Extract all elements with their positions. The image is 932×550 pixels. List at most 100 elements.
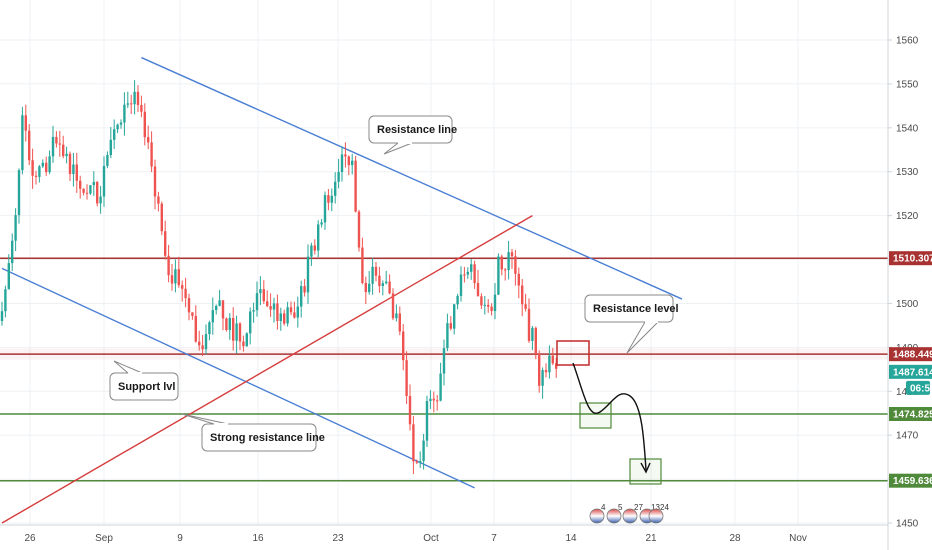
level-price-badge: 1459.636 <box>889 473 932 488</box>
callout[interactable]: Support lvl <box>109 360 179 401</box>
candle <box>334 172 337 204</box>
candle <box>487 299 490 313</box>
callout-label: Resistance line <box>377 124 457 136</box>
candle <box>357 209 361 252</box>
candle <box>143 103 146 146</box>
price-axis[interactable] <box>888 0 932 550</box>
candle <box>551 347 554 366</box>
y-tick-label: 1470 <box>896 431 919 442</box>
x-tick-label: Sep <box>95 533 113 544</box>
trendlines <box>1 56 683 524</box>
candle <box>459 266 463 302</box>
callout-label: Support lvl <box>118 381 175 393</box>
candle <box>130 94 133 114</box>
economic-event-flag-icon[interactable]: 24 <box>648 503 669 524</box>
candle <box>123 92 126 136</box>
callout[interactable]: Resistance level <box>584 294 679 354</box>
countdown-text: 06:51 <box>910 383 932 394</box>
candle <box>255 281 259 317</box>
price-badges: 1510.307 1488.449 1474.825 1459.636 1487.614… <box>889 251 932 488</box>
candle <box>514 250 517 286</box>
candle <box>310 242 313 266</box>
candle <box>476 269 480 297</box>
level-price-badge-text: 1510.307 <box>893 254 932 265</box>
candle <box>28 124 31 165</box>
candle <box>422 433 425 470</box>
candle <box>249 307 252 345</box>
candle <box>521 278 524 317</box>
candle <box>412 415 415 475</box>
candle <box>289 301 293 316</box>
candle <box>85 184 89 200</box>
candle <box>45 156 48 176</box>
candle <box>62 135 65 159</box>
candle <box>119 119 123 129</box>
candle <box>259 276 262 306</box>
candle <box>191 312 194 320</box>
candle <box>463 266 466 283</box>
candle <box>269 293 272 317</box>
candle <box>555 357 558 378</box>
candle <box>456 293 459 310</box>
candle <box>92 171 95 196</box>
x-tick-label: Oct <box>423 533 439 544</box>
x-tick-label: 7 <box>491 533 497 544</box>
candle <box>218 289 221 307</box>
candle <box>167 244 170 283</box>
candle <box>402 323 405 371</box>
candle <box>65 146 68 164</box>
candle <box>510 248 514 269</box>
candle <box>184 277 187 308</box>
candle <box>408 384 412 431</box>
candle <box>0 301 4 326</box>
candle <box>174 259 177 293</box>
candle <box>266 290 269 308</box>
candle <box>215 304 218 315</box>
candle <box>415 459 418 465</box>
candle <box>55 131 58 148</box>
candle <box>466 267 469 279</box>
current-price-badge: 1487.614 <box>889 364 932 379</box>
candle <box>41 159 44 168</box>
event-count: 27 <box>634 503 643 512</box>
candle <box>504 268 507 281</box>
projection-arrow[interactable] <box>572 362 647 471</box>
candle <box>371 257 374 295</box>
candle <box>106 151 109 169</box>
callout[interactable]: Strong resistance line <box>181 413 325 452</box>
candle <box>24 104 27 142</box>
candle <box>150 131 153 173</box>
candle <box>140 95 143 118</box>
candle <box>79 175 82 199</box>
callout-label: Strong resistance line <box>210 432 325 444</box>
candle <box>82 188 85 196</box>
y-tick-label: 1560 <box>896 36 919 47</box>
candle <box>58 130 61 157</box>
candle <box>500 254 503 276</box>
callout[interactable]: Resistance line <box>368 115 457 155</box>
candle <box>344 142 347 168</box>
event-markers: 4 5 27 13 24 <box>589 503 669 524</box>
candle <box>102 156 106 207</box>
candle <box>194 305 197 343</box>
trendline[interactable] <box>141 56 683 300</box>
arrow-head-icon <box>640 462 651 474</box>
candle <box>490 303 493 316</box>
x-tick-label: 28 <box>729 533 741 544</box>
trendline[interactable] <box>1 215 533 524</box>
candle <box>419 451 422 468</box>
time-axis[interactable] <box>0 525 888 550</box>
candle <box>181 280 184 302</box>
economic-event-flag-icon[interactable]: 27 <box>622 503 643 524</box>
trendline[interactable] <box>1 267 475 489</box>
economic-event-flag-icon[interactable]: 5 <box>606 503 623 524</box>
candle <box>538 350 541 393</box>
candle <box>337 159 340 189</box>
candle <box>517 267 520 299</box>
candle <box>147 125 150 150</box>
event-count: 13 <box>651 503 660 512</box>
candle <box>368 271 371 295</box>
level-price-badge: 1510.307 <box>889 251 932 266</box>
economic-event-flag-icon[interactable]: 4 <box>589 503 606 524</box>
